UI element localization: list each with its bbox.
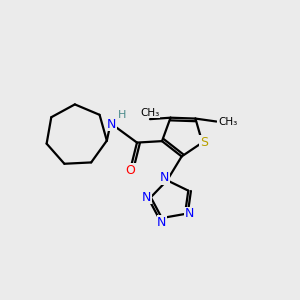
Text: CH₃: CH₃ bbox=[140, 108, 160, 118]
Text: O: O bbox=[125, 164, 135, 177]
Text: N: N bbox=[142, 191, 151, 204]
Text: N: N bbox=[157, 216, 167, 229]
Text: S: S bbox=[200, 136, 208, 149]
Text: CH₃: CH₃ bbox=[218, 116, 237, 127]
Text: N: N bbox=[185, 208, 194, 220]
Text: N: N bbox=[107, 118, 116, 130]
Text: N: N bbox=[160, 171, 169, 184]
Text: H: H bbox=[118, 110, 126, 120]
